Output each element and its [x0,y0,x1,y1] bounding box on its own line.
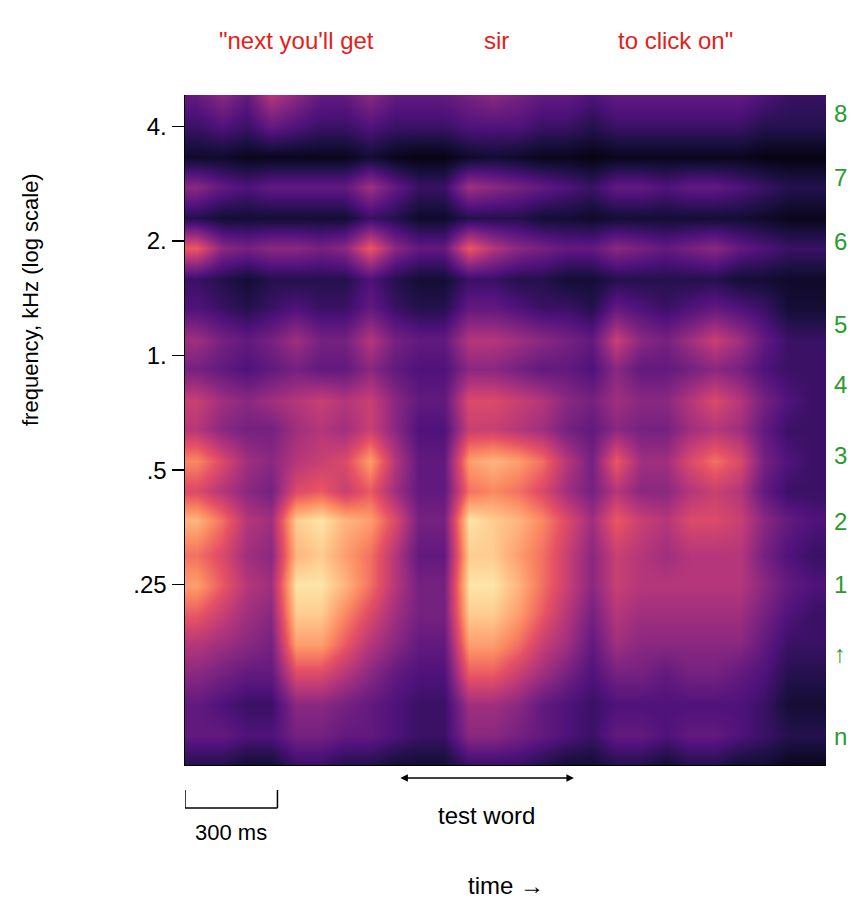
svg-text:frequency, kHz (log scale): frequency, kHz (log scale) [18,173,43,426]
svg-text:2: 2 [834,508,847,535]
svg-text:time →: time → [468,872,544,899]
svg-text:4.: 4. [147,113,167,140]
svg-text:"next you'll get: "next you'll get [219,27,374,54]
svg-text:sir: sir [484,27,509,54]
svg-text:n: n [834,723,847,750]
svg-text:300 ms: 300 ms [195,820,267,845]
svg-text:1: 1 [834,571,847,598]
svg-text:2.: 2. [147,227,167,254]
svg-text:1.: 1. [147,342,167,369]
svg-text:8: 8 [834,100,847,127]
svg-text:3: 3 [834,442,847,469]
svg-text:↑: ↑ [834,640,846,667]
svg-text:7: 7 [834,164,847,191]
svg-text:to click on": to click on" [618,27,733,54]
svg-text:.5: .5 [147,457,167,484]
svg-text:5: 5 [834,311,847,338]
svg-text:6: 6 [834,228,847,255]
svg-text:.25: .25 [133,571,166,598]
svg-text:4: 4 [834,371,847,398]
svg-text:test word: test word [438,802,535,829]
